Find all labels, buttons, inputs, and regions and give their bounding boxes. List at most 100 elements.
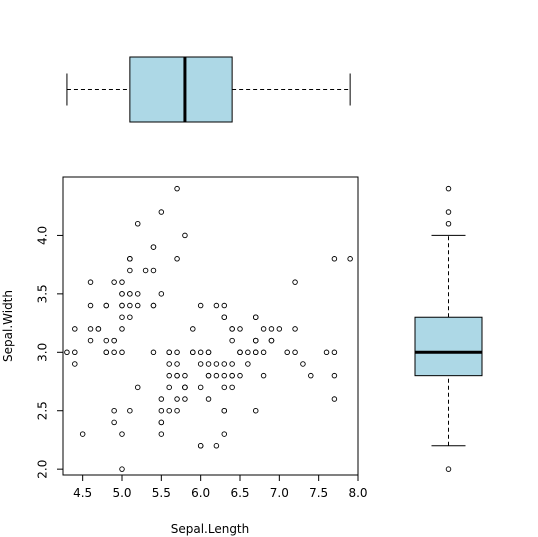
scatter-point: [252, 349, 259, 356]
scatter-point: [134, 291, 141, 297]
scatter-point: [331, 372, 338, 379]
scatter-point: [197, 361, 204, 367]
scatter-point: [119, 349, 125, 356]
scatter-point: [87, 337, 94, 344]
scatter-point: [111, 419, 117, 426]
scatter-point: [127, 407, 133, 414]
scatter-point: [284, 349, 290, 356]
scatter-point: [190, 326, 196, 332]
scatter-point: [127, 267, 133, 274]
plot-frame: [62, 176, 359, 476]
scatter-point: [197, 349, 204, 356]
scatter-point: [237, 372, 243, 379]
scatter-point: [221, 431, 228, 437]
scatter-point: [134, 384, 141, 391]
scatter-point: [158, 209, 165, 215]
scatter-point: [119, 466, 125, 472]
scatter-point: [158, 419, 165, 426]
scatter-point: [111, 349, 117, 356]
scatter-point: [252, 407, 259, 414]
scatter-point: [134, 302, 141, 309]
scatter-point: [331, 396, 338, 402]
scatter-point: [119, 302, 125, 309]
scatter-point: [221, 314, 228, 320]
scatter-point: [292, 326, 298, 332]
scatter-point: [300, 361, 306, 367]
scatter-point: [229, 384, 235, 391]
scatter-point: [174, 361, 180, 367]
scatter-point: [213, 361, 220, 367]
scatter-point: [166, 407, 172, 414]
x-tick-label: 8.0: [348, 486, 367, 500]
scatter-point: [174, 396, 180, 402]
scatter-point: [103, 349, 110, 356]
outlier-point: [445, 185, 452, 192]
scatter-point: [87, 279, 94, 285]
scatter-point: [87, 302, 94, 309]
scatter-point: [127, 256, 133, 262]
scatter-point: [276, 326, 283, 332]
scatter-point: [95, 326, 102, 332]
scatter-point: [229, 326, 235, 332]
scatter-point: [197, 443, 204, 449]
y-tick-label: 2.0: [36, 460, 50, 479]
scatter-point: [182, 384, 188, 391]
scatter-point: [268, 326, 275, 332]
scatter-point: [331, 349, 338, 356]
scatter-points: [64, 185, 353, 472]
scatter-point: [221, 384, 228, 391]
x-tick-label: 7.0: [270, 486, 289, 500]
scatter-point: [197, 384, 204, 391]
scatter-point: [197, 302, 204, 309]
box-iqr: [129, 56, 233, 123]
scatter-point: [72, 361, 78, 367]
scatter-point: [190, 349, 196, 356]
scatter-point: [158, 431, 165, 437]
scatter-plot: 4.5 5.0 5.5 6.0 6.5 7.0 7.5 8.0 2.0 2.5 3.0 3.5 4.0…: [1, 176, 368, 536]
scatter-point: [166, 372, 172, 379]
scatter-point: [213, 302, 220, 309]
y-tick-label: 3.5: [36, 284, 50, 303]
scatter-point: [237, 326, 243, 332]
scatter-point: [205, 372, 212, 379]
x-tick-label: 5.0: [112, 486, 131, 500]
scatter-point: [150, 349, 157, 356]
scatter-point: [119, 431, 125, 437]
sepal-width-boxplot: [414, 185, 483, 472]
scatter-point: [72, 326, 78, 332]
x-tick-label: 4.5: [73, 486, 92, 500]
scatter-point: [292, 279, 298, 285]
scatter-point: [331, 256, 338, 262]
scatter-point: [205, 361, 212, 367]
scatter-point: [221, 407, 228, 414]
scatter-point: [229, 372, 235, 379]
x-axis: 4.5 5.0 5.5 6.0 6.5 7.0 7.5 8.0: [73, 474, 368, 500]
scatter-point: [127, 302, 133, 309]
x-tick-label: 7.5: [309, 486, 328, 500]
scatter-point: [182, 232, 188, 239]
x-axis-label: Sepal.Length: [171, 522, 250, 536]
scatter-point: [347, 256, 353, 262]
scatter-point: [245, 361, 251, 367]
scatter-point: [166, 384, 172, 391]
scatter-point: [79, 431, 86, 437]
sepal-length-boxplot: [66, 56, 351, 123]
x-tick-label: 5.5: [152, 486, 171, 500]
scatter-point: [260, 326, 267, 332]
scatter-point: [174, 256, 180, 262]
scatter-point: [229, 361, 235, 367]
scatter-point: [119, 279, 125, 285]
scatter-point: [174, 372, 180, 379]
scatter-point: [205, 349, 212, 356]
scatter-point: [260, 349, 267, 356]
scatter-point: [111, 407, 117, 414]
scatter-point: [158, 407, 165, 414]
scatter-point: [150, 244, 157, 250]
scatter-point: [292, 349, 298, 356]
scatter-point: [174, 407, 180, 414]
scatter-point: [213, 372, 220, 379]
scatter-point: [174, 185, 180, 192]
outlier-point: [445, 220, 452, 227]
scatter-point: [182, 396, 188, 402]
